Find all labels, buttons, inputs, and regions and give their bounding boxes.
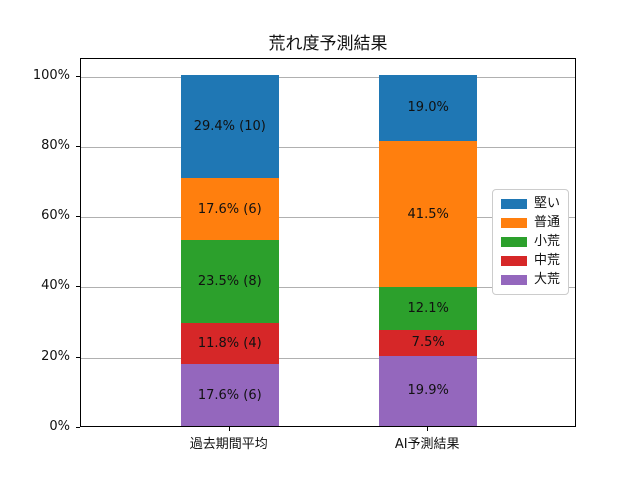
bar-segment-label: 17.6% (6)	[197, 387, 262, 403]
bar-segment-普通: 41.5%	[379, 141, 478, 288]
bar-segment-label: 19.0%	[407, 100, 449, 116]
gridline	[81, 146, 575, 148]
legend-patch-icon	[501, 275, 527, 285]
bar-1: 29.4% (10) 17.6% (6) 23.5% (8) 11.8% (4) 17.…	[180, 74, 279, 426]
gridline	[81, 357, 575, 359]
legend-patch-icon	[501, 237, 527, 247]
legend-item-普通: 普通	[501, 216, 560, 230]
bar-segment-label: 12.1%	[407, 300, 449, 316]
legend-patch-icon	[501, 199, 527, 209]
chart-title: 荒れ度予測結果	[268, 34, 388, 54]
legend: 堅い普通小荒中荒大荒	[492, 189, 569, 295]
bar-segment-label: 11.8% (4)	[197, 335, 262, 351]
y-tick-label: 20%	[41, 348, 70, 364]
legend-label: 大荒	[534, 272, 561, 287]
legend-item-大荒: 大荒	[501, 273, 560, 287]
bar-segment-label: 17.6% (6)	[197, 201, 262, 217]
bar-segment-普通: 17.6% (6)	[180, 178, 279, 241]
y-tick-mark	[76, 356, 80, 358]
bar-segment-堅い: 29.4% (10)	[180, 74, 279, 179]
y-tick-label: 100%	[32, 67, 70, 83]
y-tick-label: 60%	[41, 208, 70, 224]
bar-segment-大荒: 19.9%	[379, 356, 478, 426]
bar-segment-label: 29.4% (10)	[193, 119, 266, 135]
legend-label: 普通	[534, 215, 561, 230]
y-tick-mark	[76, 427, 80, 428]
y-tick-label: 80%	[41, 137, 70, 153]
bar-segment-label: 23.5% (8)	[197, 273, 262, 289]
bar-segment-中荒: 7.5%	[379, 329, 478, 357]
gridline	[81, 287, 575, 289]
legend-item-小荒: 小荒	[501, 235, 560, 249]
y-tick-mark	[76, 75, 80, 77]
y-tick-mark	[76, 145, 80, 147]
bar-2: 19.0% 41.5% 12.1% 7.5% 19.9%	[379, 74, 478, 426]
y-tick-mark	[76, 286, 80, 288]
x-tick-label: 過去期間平均	[189, 437, 268, 452]
bar-segment-小荒: 12.1%	[379, 287, 478, 330]
bar-segment-label: 41.5%	[407, 206, 449, 222]
bar-segment-大荒: 17.6% (6)	[180, 364, 279, 426]
legend-item-堅い: 堅い	[501, 197, 560, 211]
legend-label: 中荒	[534, 253, 561, 268]
legend-item-中荒: 中荒	[501, 254, 560, 268]
gridline	[81, 217, 575, 219]
x-tick-mark	[228, 427, 230, 431]
x-tick-label: AI予測結果	[394, 437, 460, 452]
gridline	[81, 76, 575, 78]
legend-label: 小荒	[534, 234, 561, 249]
bar-segment-label: 19.9%	[407, 383, 449, 399]
bar-segment-label: 7.5%	[411, 335, 445, 351]
bar-segment-中荒: 11.8% (4)	[180, 322, 279, 365]
legend-patch-icon	[501, 256, 527, 266]
legend-patch-icon	[501, 218, 527, 228]
legend-label: 堅い	[534, 196, 561, 211]
y-tick-label: 40%	[41, 278, 70, 294]
x-tick-mark	[427, 427, 429, 431]
bar-segment-堅い: 19.0%	[379, 74, 478, 142]
y-tick-mark	[76, 216, 80, 218]
bar-segment-小荒: 23.5% (8)	[180, 240, 279, 323]
y-tick-label: 0%	[49, 419, 70, 434]
